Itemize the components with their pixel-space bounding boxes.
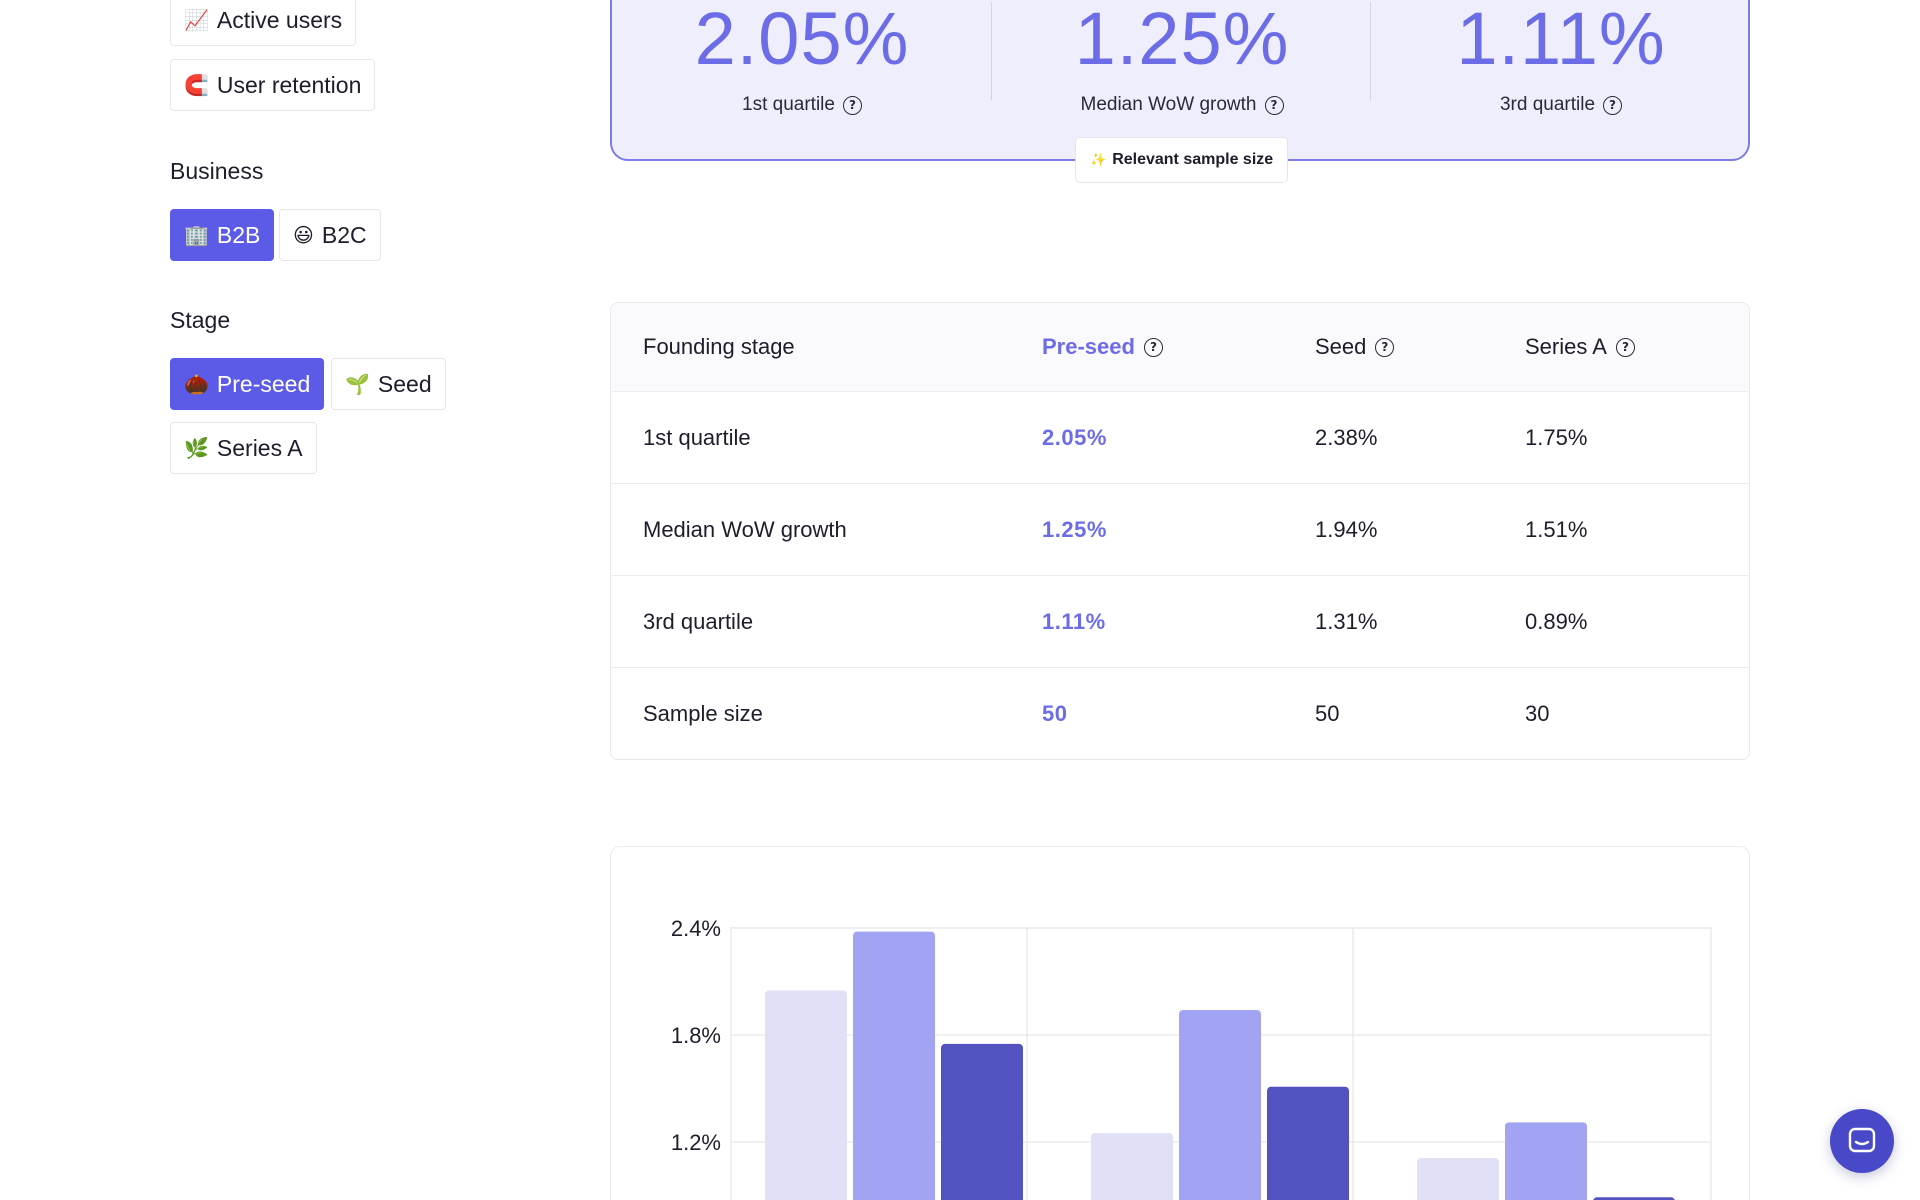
row-label: 3rd quartile [643,608,754,634]
y-tick-label: 2.4% [671,916,721,941]
chart-increasing-icon: 📈 [184,8,209,32]
stat-1st-quartile: 2.05% 1st quartile ? [612,0,992,120]
benchmark-table: Founding stage Pre-seed ? Seed ? Series … [610,302,1750,760]
metric-chip-active-users[interactable]: 📈 Active users [170,0,357,46]
smiling-face-icon: 😃 [293,223,314,247]
cell-series-a: 1.51% [1525,516,1588,542]
business-section-title: Business [170,158,264,184]
business-option-b2b[interactable]: 🏢 B2B [170,209,275,261]
stat-label: 3rd quartile [1499,94,1596,115]
growth-bar-chart: 2.4% 1.8% 1.2% [671,916,1712,1200]
stat-label-row: 1st quartile ? [612,94,992,116]
seedling-icon: 🌱 [345,372,370,396]
metric-chip-user-retention[interactable]: 🧲 User retention [170,59,376,111]
magnet-icon: 🧲 [184,73,209,97]
bar-3rd-quartile-series-3[interactable] [1593,1197,1675,1200]
column-header-seed: Seed ? [1315,303,1395,391]
cell-series-a: 0.89% [1525,608,1588,634]
column-header-series-a: Series A ? [1525,303,1635,391]
stage-option-label: Series A [216,434,303,461]
cell-seed: 1.31% [1315,608,1378,634]
stage-option-seed[interactable]: 🌱 Seed [331,358,446,410]
bar-median-wow-growth-series-2[interactable] [1179,1010,1261,1200]
bar-3rd-quartile-series-2[interactable] [1505,1122,1587,1200]
row-label: Sample size [643,701,763,726]
table-header-row: Founding stage Pre-seed ? Seed ? Series … [611,303,1749,392]
metric-chip-label: Active users [216,6,343,33]
column-header-label: Series A [1525,334,1607,359]
help-icon[interactable]: ? [1264,95,1284,115]
help-icon[interactable]: ? [1143,337,1163,357]
office-building-icon: 🏢 [184,223,209,247]
cell-pre-seed: 50 [1042,701,1068,726]
row-label: Median WoW growth [643,516,847,542]
growth-bar-chart-card: 2.4% 1.8% 1.2% [610,846,1750,1200]
cell-pre-seed: 1.11% [1042,608,1106,634]
stat-label: Median WoW growth [1080,94,1257,115]
stat-3rd-quartile: 1.11% 3rd quartile ? [1371,0,1751,120]
stat-value: 1.25% [1074,0,1290,80]
stat-divider [991,2,992,100]
column-header-pre-seed: Pre-seed ? [1042,303,1163,391]
column-header-founding-stage: Founding stage [643,334,795,359]
cell-pre-seed: 1.25% [1042,516,1107,542]
bar-1st-quartile-series-1[interactable] [765,990,847,1200]
help-icon[interactable]: ? [842,95,862,115]
stat-label: 1st quartile [742,94,835,115]
growth-stats-card: 2.05% 1st quartile ? 1.25% Median WoW gr… [610,0,1750,161]
relevant-sample-size-badge[interactable]: ✨ Relevant sample size [1075,137,1289,183]
bar-median-wow-growth-series-1[interactable] [1091,1133,1173,1200]
cell-series-a: 1.75% [1525,424,1588,450]
stage-option-label: Seed [377,370,432,397]
stage-option-label: Pre-seed [216,370,311,397]
table-row: Sample size 50 50 30 [611,668,1749,759]
cell-seed: 1.94% [1315,516,1378,542]
y-tick-label: 1.8% [671,1023,721,1048]
help-icon[interactable]: ? [1615,337,1635,357]
column-header-label: Pre-seed [1042,334,1135,359]
business-option-label: B2B [216,221,261,248]
table-row: 1st quartile 2.05% 2.38% 1.75% [611,392,1749,484]
business-option-label: B2C [321,221,367,248]
bar-3rd-quartile-series-1[interactable] [1417,1158,1499,1200]
cell-seed: 50 [1315,701,1340,726]
herb-icon: 🌿 [184,436,209,460]
stage-section-title: Stage [170,307,231,333]
help-icon[interactable]: ? [1603,95,1623,115]
chat-launcher-button[interactable] [1830,1109,1894,1173]
table-row: 3rd quartile 1.11% 1.31% 0.89% [611,576,1749,668]
cell-seed: 2.38% [1315,424,1378,450]
cell-pre-seed: 2.05% [1042,424,1107,450]
column-header-label: Seed [1315,334,1367,359]
stat-divider [1370,2,1371,100]
sample-pill-label: Relevant sample size [1112,151,1274,168]
stat-value: 1.11% [1456,0,1666,80]
help-icon[interactable]: ? [1375,337,1395,357]
sparkles-icon: ✨ [1090,152,1107,167]
business-option-b2c[interactable]: 😃 B2C [279,209,381,261]
cell-series-a: 30 [1525,701,1550,726]
stage-option-series-a[interactable]: 🌿 Series A [170,422,317,474]
stat-label-row: Median WoW growth ? [992,94,1372,116]
stage-option-pre-seed[interactable]: 🌰 Pre-seed [170,358,325,410]
table-row: Median WoW growth 1.25% 1.94% 1.51% [611,484,1749,576]
chat-bubble-icon [1848,1127,1876,1153]
bar-median-wow-growth-series-3[interactable] [1267,1086,1349,1200]
bar-1st-quartile-series-2[interactable] [853,931,935,1200]
row-label: 1st quartile [643,424,751,450]
stat-label-row: 3rd quartile ? [1371,94,1751,116]
chestnut-icon: 🌰 [184,372,209,396]
bar-1st-quartile-series-3[interactable] [941,1043,1023,1200]
y-tick-label: 1.2% [671,1130,721,1155]
stat-median-wow-growth: 1.25% Median WoW growth ? [992,0,1372,120]
stat-value: 2.05% [694,0,910,80]
metric-chip-label: User retention [216,71,362,98]
